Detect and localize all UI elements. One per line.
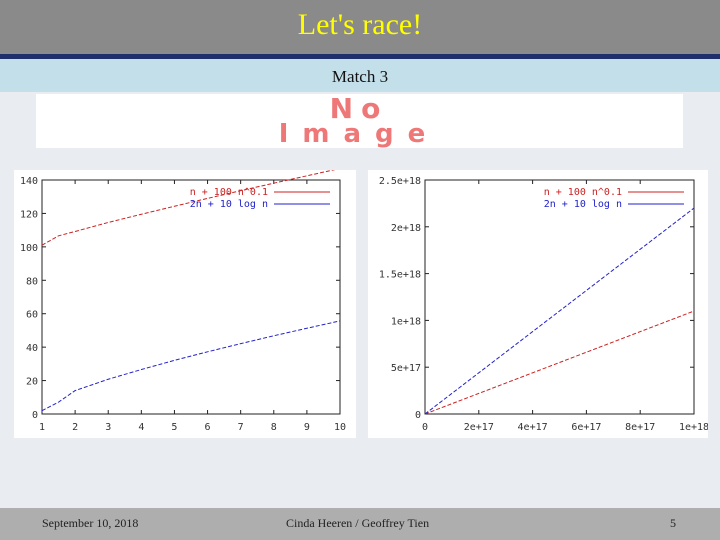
- x-tick-label: 2e+17: [464, 422, 494, 433]
- missing-image-placeholder: No Image: [36, 92, 683, 149]
- x-tick-label: 4e+17: [518, 422, 548, 433]
- x-tick-label: 2: [72, 422, 78, 433]
- y-tick-label: 2e+18: [391, 223, 421, 234]
- x-tick-label: 9: [304, 422, 310, 433]
- footer-author: Cinda Heeren / Geoffrey Tien: [286, 516, 430, 530]
- x-tick-label: 1: [39, 422, 45, 433]
- y-tick-label: 40: [26, 343, 38, 354]
- footer-page-number: 5: [670, 516, 676, 530]
- x-tick-label: 6: [205, 422, 211, 433]
- no-image-graphic: No Image: [279, 92, 440, 149]
- y-tick-label: 120: [20, 209, 38, 220]
- series-line: [424, 310, 695, 415]
- series-line: [41, 320, 341, 412]
- x-tick-label: 3: [105, 422, 111, 433]
- x-tick-label: 10: [334, 422, 346, 433]
- y-tick-label: 140: [20, 176, 38, 187]
- slide-subtitle: Match 3: [331, 67, 389, 86]
- x-tick-label: 8: [271, 422, 277, 433]
- y-tick-label: 0: [32, 410, 38, 421]
- no-image-text-top: No: [330, 94, 389, 125]
- series-line: [41, 167, 341, 246]
- plot-frame: [41, 179, 341, 415]
- y-tick-label: 1.5e+18: [379, 270, 421, 281]
- header-divider: [0, 54, 720, 59]
- legend-label: n + 100 n^0.1: [190, 187, 268, 198]
- x-tick-label: 1e+18: [679, 422, 708, 433]
- y-tick-label: 0: [415, 410, 421, 421]
- legend-label: 2n + 10 log n: [190, 199, 268, 210]
- chart-right: 0 2e+17 4e+17 6e+17 8e+17 1e+18 0 5e+17 1e+18 1.5…: [368, 170, 709, 438]
- chart-right-plot: 0 2e+17 4e+17 6e+17 8e+17 1e+18 0 5e+17 1e+18 1.5…: [379, 176, 709, 433]
- x-tick-label: 7: [238, 422, 244, 433]
- y-tick-label: 60: [26, 310, 38, 321]
- x-tick-label: 5: [171, 422, 177, 433]
- y-tick-label: 100: [20, 243, 38, 254]
- slide-header: Let's race!: [0, 0, 720, 54]
- x-tick-label: 8e+17: [625, 422, 655, 433]
- footer-bar: [0, 508, 720, 540]
- footer-date: September 10, 2018: [42, 516, 139, 530]
- legend-label: n + 100 n^0.1: [544, 187, 622, 198]
- x-tick-label: 6e+17: [571, 422, 601, 433]
- subtitle-bar: Match 3: [0, 59, 720, 92]
- no-image-text-bottom: Image: [279, 119, 440, 148]
- chart-left: 1 2 3 4 5 6 7 8 9 10 0 20 40 60 80 100 120 140 n + 100 n^0…: [14, 167, 356, 438]
- slide-title: Let's race!: [297, 8, 423, 41]
- y-tick-label: 80: [26, 276, 38, 287]
- legend-label: 2n + 10 log n: [544, 199, 622, 210]
- series-line: [424, 207, 695, 415]
- y-tick-label: 5e+17: [391, 363, 421, 374]
- x-tick-label: 4: [138, 422, 144, 433]
- y-tick-label: 20: [26, 377, 38, 388]
- x-tick-label: 0: [422, 422, 428, 433]
- y-tick-label: 2.5e+18: [379, 176, 421, 187]
- y-tick-label: 1e+18: [391, 316, 421, 327]
- plot-frame: [424, 179, 695, 415]
